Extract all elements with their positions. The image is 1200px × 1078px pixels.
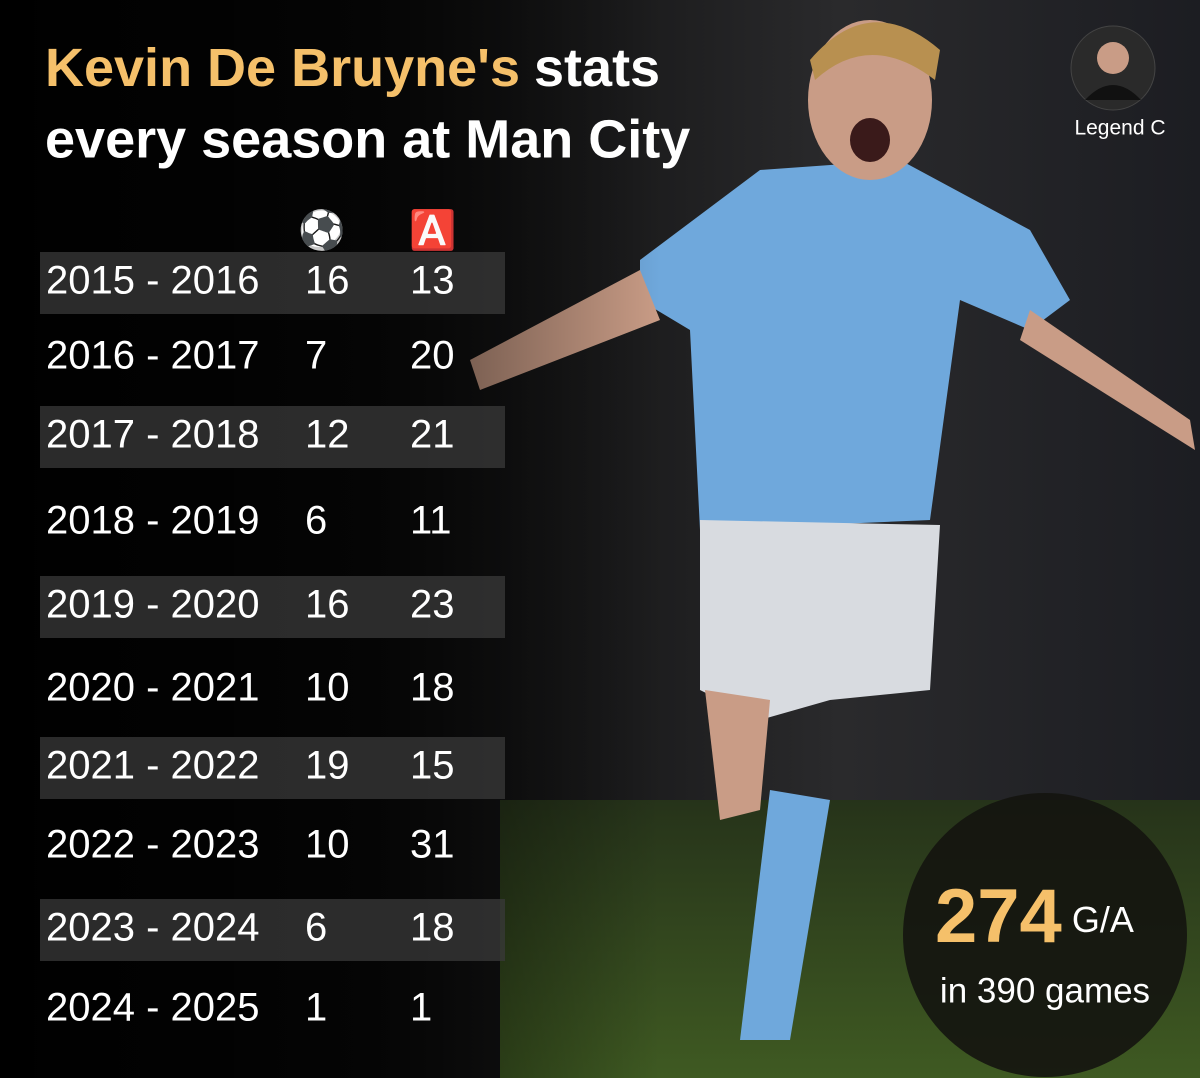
assists: 20: [410, 334, 455, 378]
row-band: [40, 899, 505, 961]
assists: 31: [410, 823, 455, 867]
season: 2021 - 2022: [46, 744, 260, 788]
author-name: Legend C: [1074, 117, 1165, 140]
season: 2019 - 2020: [46, 583, 260, 627]
assists: 18: [410, 906, 455, 950]
assists: 11: [410, 499, 452, 543]
total-caption: in 390 games: [940, 971, 1150, 1010]
assists: 23: [410, 583, 455, 627]
goals: 1: [305, 986, 327, 1030]
assists: 1: [410, 986, 432, 1030]
goals: 10: [305, 666, 350, 710]
season: 2024 - 2025: [46, 986, 260, 1030]
goals: 19: [305, 744, 350, 788]
row-band: [40, 406, 505, 468]
title-line2: every season at Man City: [45, 109, 690, 169]
season: 2015 - 2016: [46, 259, 260, 303]
column-header: 🅰️: [409, 208, 456, 252]
row-band: [40, 576, 505, 638]
assists: 21: [410, 413, 455, 457]
season: 2022 - 2023: [46, 823, 260, 867]
season: 2016 - 2017: [46, 334, 260, 378]
row-band: [40, 252, 505, 314]
author-avatar-body: [1085, 85, 1141, 100]
assists: 15: [410, 744, 455, 788]
goals: 10: [305, 823, 350, 867]
title-line1: Kevin De Bruyne's stats: [45, 38, 660, 98]
total-badge: [903, 793, 1187, 1077]
season: 2023 - 2024: [46, 906, 260, 950]
goals: 6: [305, 906, 327, 950]
season: 2020 - 2021: [46, 666, 260, 710]
goals: 16: [305, 259, 350, 303]
column-header: ⚽: [296, 208, 345, 252]
goals: 6: [305, 499, 327, 543]
goals: 16: [305, 583, 350, 627]
assists: 18: [410, 666, 455, 710]
row-band: [40, 737, 505, 799]
assists: 13: [410, 259, 455, 303]
season: 2018 - 2019: [46, 499, 260, 543]
goals: 7: [305, 334, 327, 378]
author-avatar-face: [1097, 42, 1129, 74]
season: 2017 - 2018: [46, 413, 260, 457]
total-line: 274 G/A: [935, 874, 1134, 959]
goals: 12: [305, 413, 350, 457]
